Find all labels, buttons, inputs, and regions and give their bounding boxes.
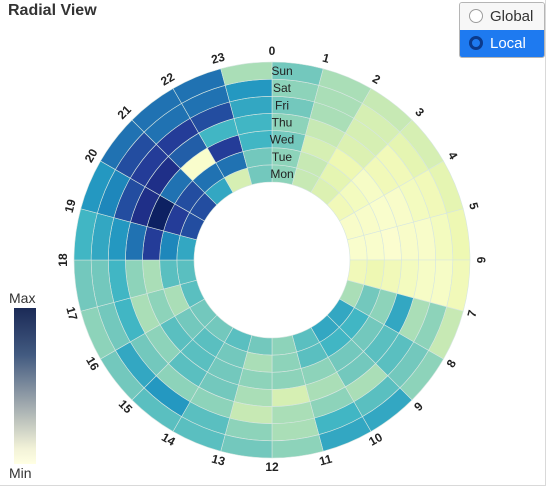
radio-unselected-icon[interactable] (469, 9, 483, 23)
radio-selected-icon[interactable] (469, 36, 483, 50)
day-label-wed: Wed (270, 133, 294, 147)
hour-label-6: 6 (474, 257, 488, 264)
hour-label-13: 13 (210, 452, 227, 469)
scale-toggle: Global Local (459, 2, 545, 58)
day-label-thu: Thu (272, 116, 293, 130)
hour-label-5: 5 (466, 201, 481, 211)
hour-label-23: 23 (210, 50, 227, 67)
hour-label-0: 0 (269, 44, 276, 58)
legend-max-label: Max (9, 290, 36, 306)
heatmap-cell-mon-h5[interactable] (346, 235, 368, 261)
hour-label-10: 10 (366, 430, 385, 449)
hour-label-11: 11 (318, 452, 334, 469)
day-label-mon: Mon (270, 167, 293, 181)
day-label-sun: Sun (271, 64, 292, 78)
heatmap-cell-sun-h23[interactable] (220, 61, 273, 86)
hour-label-19: 19 (62, 197, 79, 214)
heatmap-cell-mon-h23[interactable] (247, 164, 273, 186)
hour-label-20: 20 (82, 146, 101, 165)
hour-label-14: 14 (159, 430, 178, 449)
day-label-tue: Tue (272, 150, 293, 164)
hour-label-12: 12 (265, 460, 279, 474)
heatmap-cell-mon-h11[interactable] (271, 334, 297, 356)
hour-label-21: 21 (115, 102, 135, 122)
legend-min-label: Min (9, 465, 32, 481)
hour-label-16: 16 (83, 354, 102, 373)
global-option-label: Global (490, 8, 534, 25)
hour-label-7: 7 (464, 308, 479, 318)
heatmap-cell-mon-h17[interactable] (176, 259, 198, 285)
hour-label-18: 18 (56, 253, 70, 267)
hour-label-2: 2 (370, 71, 383, 87)
hour-label-17: 17 (63, 305, 80, 322)
chart-title: Radial View (8, 2, 97, 19)
color-legend-bar (14, 308, 36, 464)
local-scale-option[interactable]: Local (460, 30, 544, 57)
day-label-sat: Sat (273, 81, 292, 95)
hour-label-8: 8 (444, 357, 460, 370)
hour-label-1: 1 (321, 51, 331, 66)
day-label-fri: Fri (275, 98, 289, 112)
global-scale-option[interactable]: Global (460, 3, 544, 30)
hour-label-22: 22 (158, 70, 177, 89)
hour-label-9: 9 (411, 399, 426, 414)
local-option-label: Local (490, 35, 526, 52)
hour-label-4: 4 (445, 149, 461, 162)
hour-label-3: 3 (412, 105, 427, 120)
